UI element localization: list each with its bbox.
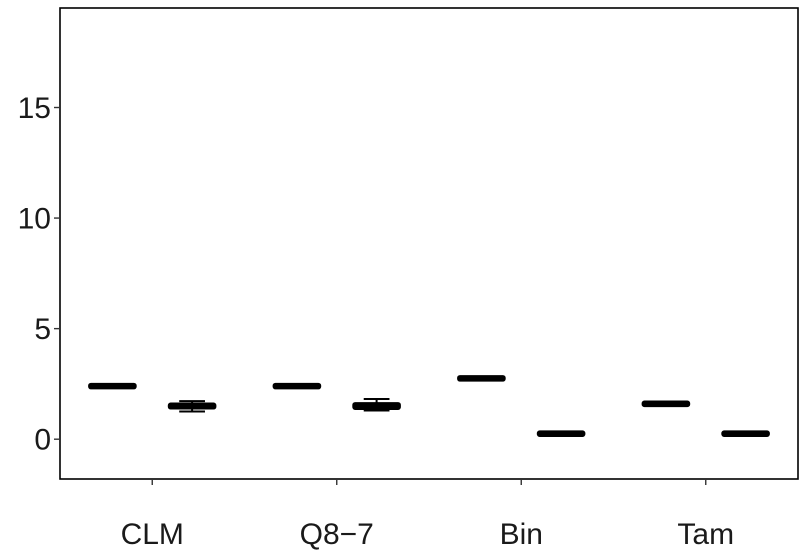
box-1-0	[88, 382, 137, 390]
box-2-3	[721, 430, 770, 437]
x-category-label: CLM	[121, 518, 184, 551]
y-tick-label: 15	[18, 92, 51, 125]
box-1-2	[457, 375, 506, 382]
box-2-1	[352, 397, 401, 412]
x-axis: CLM Q8−7 Bin Tam	[121, 479, 734, 551]
box-1-1	[272, 382, 322, 390]
x-category-label: Bin	[500, 518, 543, 551]
y-axis: 0 5 10 15	[18, 92, 60, 457]
box-2-2	[536, 430, 586, 437]
box-series	[88, 375, 770, 437]
y-tick-label: 10	[18, 203, 51, 236]
plot-panel-border	[59, 7, 799, 480]
x-category-label: Q8−7	[300, 518, 374, 551]
y-tick-label: 0	[34, 424, 51, 457]
box-1-3	[641, 400, 691, 408]
box-2-0	[167, 400, 217, 413]
y-tick-label: 5	[34, 313, 51, 346]
x-category-label: Tam	[677, 518, 734, 551]
